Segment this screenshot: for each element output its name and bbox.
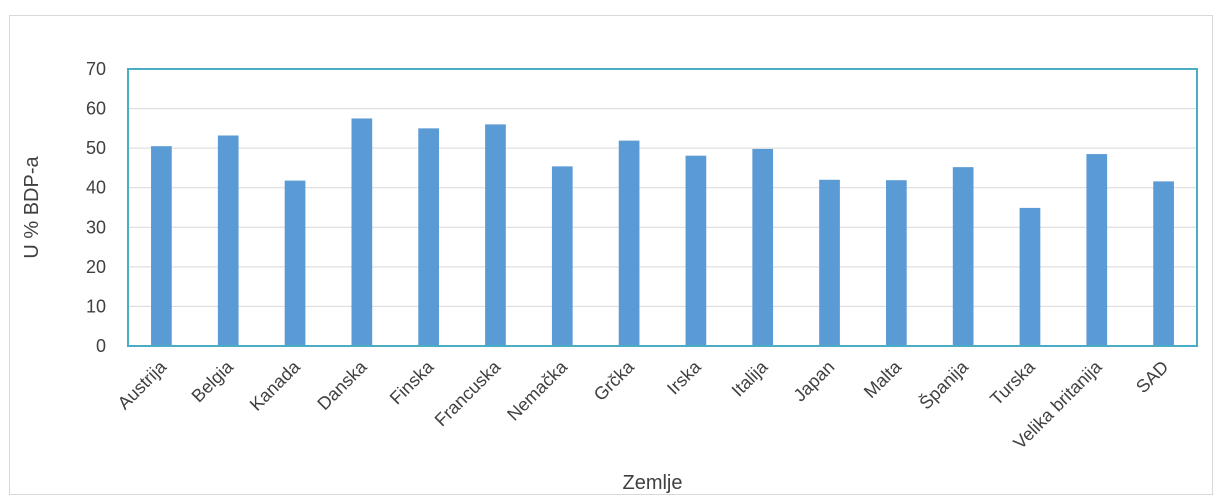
x-tick-label: SAD (1132, 357, 1172, 397)
bar-7 (618, 140, 640, 346)
x-axis-title: Zemlje (622, 472, 682, 494)
bar-8 (685, 155, 707, 346)
chart-frame: 0 10 20 30 40 50 60 70 Austrija Belgia Kanada Dans… (9, 15, 1213, 495)
bar-15 (1153, 181, 1174, 346)
x-tick-label: Finska (386, 356, 438, 408)
y-tick-label: 10 (86, 296, 106, 316)
x-tick-label: Španija (915, 355, 973, 413)
x-tick-label: Italija (728, 356, 773, 401)
bar-3 (351, 118, 373, 346)
y-tick-label: 40 (86, 178, 106, 198)
y-tick-label: 50 (86, 138, 106, 158)
bars (151, 118, 1174, 347)
x-tick-label: Kanada (246, 356, 305, 415)
bar-4 (418, 128, 440, 346)
bar-9 (752, 148, 774, 346)
y-tick-label: 0 (96, 336, 106, 356)
bar-6 (551, 166, 573, 346)
x-tick-label: Japan (790, 357, 839, 406)
y-tick-label: 70 (86, 59, 106, 79)
bar-2 (284, 180, 306, 346)
x-tick-label: Irska (663, 356, 705, 398)
y-tick-label: 30 (86, 217, 106, 237)
bar-13 (1019, 207, 1041, 346)
bar-12 (952, 167, 974, 346)
y-tick-labels: 0 10 20 30 40 50 60 70 (86, 59, 106, 356)
x-tick-label: Austrija (114, 356, 171, 413)
bar-14 (1086, 154, 1108, 346)
bar-10 (819, 179, 840, 346)
bar-1 (217, 135, 239, 346)
x-tick-label: Danska (313, 356, 371, 414)
bar-11 (885, 180, 907, 346)
y-tick-label: 20 (86, 257, 106, 277)
x-tick-label: Turska (986, 356, 1039, 409)
x-tick-label: Grčka (590, 356, 639, 405)
bar-0 (151, 146, 172, 346)
plot-area-border (127, 68, 1198, 347)
gridlines (128, 108, 1197, 307)
x-tick-labels: Austrija Belgia Kanada Danska FinskaFrancusk… (114, 355, 1173, 453)
x-tick-label: Francuska (431, 356, 505, 430)
x-tick-label: Belgia (188, 356, 238, 406)
x-tick-label: Malta (860, 356, 906, 402)
bar-chart: 0 10 20 30 40 50 60 70 Austrija Belgia Kanada Dans… (21, 59, 1198, 494)
y-tick-label: 60 (86, 99, 106, 119)
bar-5 (485, 124, 506, 347)
x-tick-label: Nemačka (503, 356, 572, 425)
y-axis-title: U % BDP-a (21, 156, 43, 259)
